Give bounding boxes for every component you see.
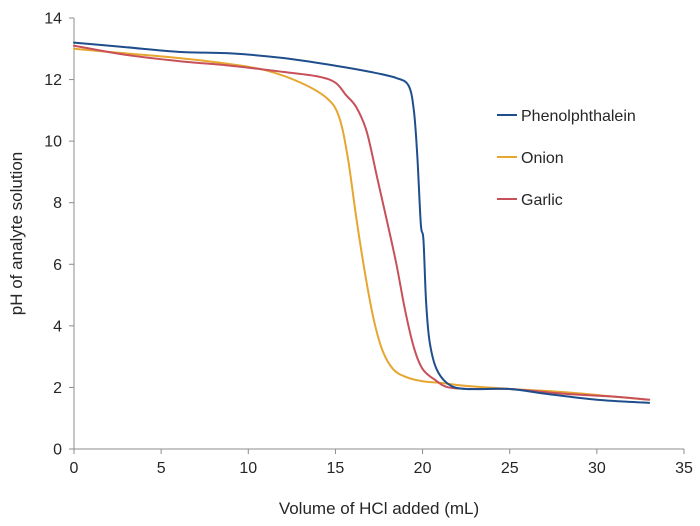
x-tick-label: 30 — [588, 460, 606, 477]
legend-label-garlic: Garlic — [521, 192, 563, 209]
y-tick-label: 14 — [44, 11, 62, 28]
y-tick-label: 6 — [53, 257, 62, 274]
series-line-garlic — [73, 44, 651, 401]
legend-label-phenolphthalein: Phenolphthalein — [521, 108, 636, 125]
y-tick-label: 10 — [44, 134, 62, 151]
x-axis-title: Volume of HCl added (mL) — [279, 499, 479, 518]
y-axis-ticks: 0 2 4 6 8 10 12 14 — [44, 11, 74, 459]
x-tick-label: 10 — [239, 460, 257, 477]
x-tick-label: 0 — [70, 460, 79, 477]
series-line-onion — [73, 47, 651, 401]
series-lines — [73, 41, 651, 404]
y-tick-label: 12 — [44, 72, 62, 89]
legend-label-onion: Onion — [521, 150, 564, 167]
x-tick-label: 25 — [501, 460, 519, 477]
y-tick-label: 8 — [53, 195, 62, 212]
y-tick-label: 4 — [53, 318, 62, 335]
x-axis-ticks: 0 5 10 15 20 25 30 35 — [70, 449, 693, 477]
x-tick-label: 15 — [327, 460, 345, 477]
x-tick-label: 35 — [675, 460, 693, 477]
y-axis-title: pH of analyte solution — [7, 152, 26, 316]
y-tick-label: 2 — [53, 380, 62, 397]
legend: Phenolphthalein Onion Garlic — [497, 108, 636, 209]
x-tick-label: 20 — [414, 460, 432, 477]
x-tick-label: 5 — [157, 460, 166, 477]
y-tick-label: 0 — [53, 442, 62, 459]
series-line-phenolphthalein — [73, 41, 651, 404]
